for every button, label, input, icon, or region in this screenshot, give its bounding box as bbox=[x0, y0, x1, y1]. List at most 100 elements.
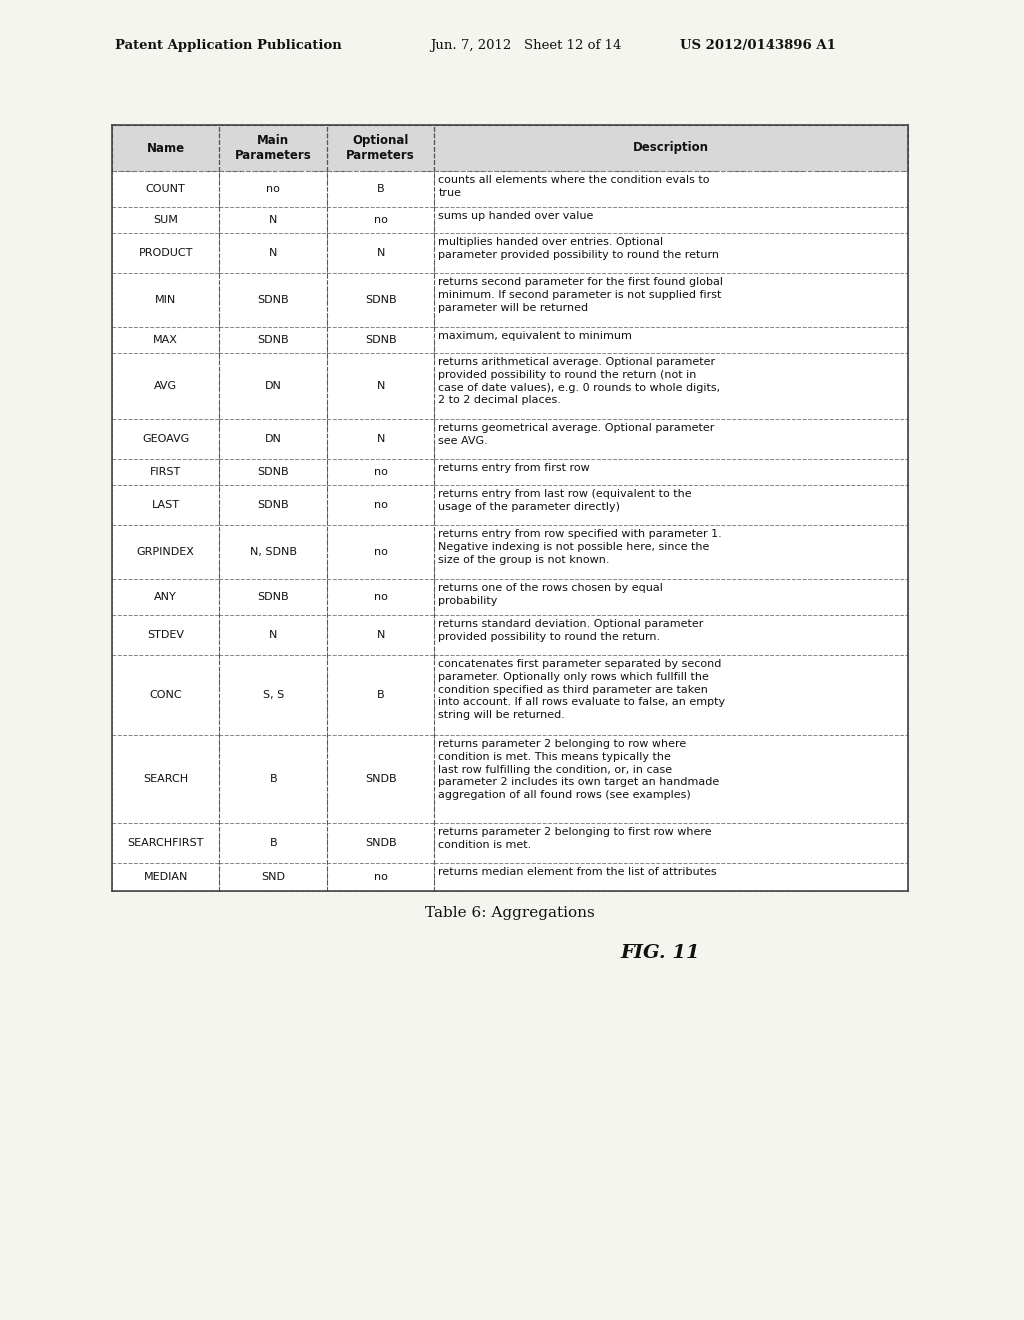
Bar bbox=[434, 172, 908, 207]
Bar bbox=[112, 735, 219, 822]
Text: maximum, equivalent to minimum: maximum, equivalent to minimum bbox=[438, 331, 632, 341]
Bar bbox=[112, 525, 219, 579]
Text: B: B bbox=[377, 690, 384, 700]
Text: no: no bbox=[374, 215, 388, 224]
Text: B: B bbox=[269, 774, 278, 784]
Text: S, S: S, S bbox=[262, 690, 284, 700]
Text: SDNB: SDNB bbox=[257, 467, 289, 477]
Bar bbox=[327, 273, 434, 327]
Text: no: no bbox=[374, 591, 388, 602]
Text: returns median element from the list of attributes: returns median element from the list of … bbox=[438, 867, 717, 876]
Bar bbox=[327, 125, 434, 172]
Bar bbox=[112, 459, 219, 484]
Text: SDNB: SDNB bbox=[257, 500, 289, 510]
Bar bbox=[219, 172, 327, 207]
Text: GRPINDEX: GRPINDEX bbox=[137, 546, 195, 557]
Text: COUNT: COUNT bbox=[145, 183, 185, 194]
Bar bbox=[219, 234, 327, 273]
Text: returns entry from first row: returns entry from first row bbox=[438, 463, 590, 473]
Bar bbox=[327, 655, 434, 735]
Text: no: no bbox=[374, 500, 388, 510]
Text: returns geometrical average. Optional parameter
see AVG.: returns geometrical average. Optional pa… bbox=[438, 422, 715, 446]
Bar bbox=[434, 327, 908, 352]
Text: N: N bbox=[377, 434, 385, 444]
Text: ANY: ANY bbox=[155, 591, 177, 602]
Bar bbox=[219, 579, 327, 615]
Text: SNDB: SNDB bbox=[365, 774, 396, 784]
Text: SUM: SUM bbox=[154, 215, 178, 224]
Text: N: N bbox=[377, 381, 385, 391]
Bar bbox=[112, 327, 219, 352]
Bar bbox=[112, 655, 219, 735]
Bar bbox=[327, 172, 434, 207]
Text: Optional
Parmeters: Optional Parmeters bbox=[346, 135, 415, 162]
Bar bbox=[327, 234, 434, 273]
Bar bbox=[434, 234, 908, 273]
Text: multiplies handed over entries. Optional
parameter provided possibility to round: multiplies handed over entries. Optional… bbox=[438, 238, 720, 260]
Bar bbox=[219, 327, 327, 352]
Bar bbox=[327, 579, 434, 615]
Text: counts all elements where the condition evals to
true: counts all elements where the condition … bbox=[438, 176, 710, 198]
Bar bbox=[219, 273, 327, 327]
Bar bbox=[327, 459, 434, 484]
Bar bbox=[434, 273, 908, 327]
Bar bbox=[112, 207, 219, 234]
Text: returns parameter 2 belonging to first row where
condition is met.: returns parameter 2 belonging to first r… bbox=[438, 828, 712, 850]
Text: SDNB: SDNB bbox=[257, 335, 289, 345]
Bar bbox=[219, 459, 327, 484]
Text: no: no bbox=[374, 546, 388, 557]
Bar bbox=[219, 352, 327, 418]
Text: SDNB: SDNB bbox=[257, 294, 289, 305]
Text: returns arithmetical average. Optional parameter
provided possibility to round t: returns arithmetical average. Optional p… bbox=[438, 356, 721, 405]
Bar bbox=[327, 484, 434, 525]
Bar bbox=[434, 484, 908, 525]
Text: returns second parameter for the first found global
minimum. If second parameter: returns second parameter for the first f… bbox=[438, 277, 723, 313]
Bar bbox=[434, 352, 908, 418]
Bar bbox=[327, 822, 434, 863]
Text: SNDB: SNDB bbox=[365, 838, 396, 847]
Bar bbox=[112, 615, 219, 655]
Text: no: no bbox=[266, 183, 281, 194]
Bar bbox=[434, 822, 908, 863]
Text: B: B bbox=[377, 183, 384, 194]
Text: no: no bbox=[374, 873, 388, 882]
Bar bbox=[219, 735, 327, 822]
Text: N, SDNB: N, SDNB bbox=[250, 546, 297, 557]
Bar bbox=[112, 484, 219, 525]
Text: FIG. 11: FIG. 11 bbox=[621, 944, 699, 962]
Text: LAST: LAST bbox=[152, 500, 180, 510]
Text: FIRST: FIRST bbox=[151, 467, 181, 477]
Text: sums up handed over value: sums up handed over value bbox=[438, 211, 594, 220]
Bar bbox=[112, 125, 219, 172]
Text: returns one of the rows chosen by equal
probability: returns one of the rows chosen by equal … bbox=[438, 583, 664, 606]
Bar bbox=[434, 125, 908, 172]
Bar bbox=[327, 352, 434, 418]
Bar bbox=[112, 172, 219, 207]
Text: MAX: MAX bbox=[154, 335, 178, 345]
Bar bbox=[112, 273, 219, 327]
Bar bbox=[434, 459, 908, 484]
Text: DN: DN bbox=[265, 434, 282, 444]
Bar bbox=[112, 234, 219, 273]
Bar bbox=[112, 822, 219, 863]
Text: SEARCHFIRST: SEARCHFIRST bbox=[128, 838, 204, 847]
Text: N: N bbox=[269, 630, 278, 640]
Bar bbox=[327, 615, 434, 655]
Bar bbox=[327, 207, 434, 234]
Bar bbox=[112, 579, 219, 615]
Text: SEARCH: SEARCH bbox=[143, 774, 188, 784]
Bar bbox=[112, 418, 219, 459]
Text: CONC: CONC bbox=[150, 690, 182, 700]
Bar bbox=[219, 207, 327, 234]
Bar bbox=[327, 525, 434, 579]
Text: MEDIAN: MEDIAN bbox=[143, 873, 188, 882]
Text: PRODUCT: PRODUCT bbox=[138, 248, 193, 257]
Text: DN: DN bbox=[265, 381, 282, 391]
Text: Description: Description bbox=[633, 141, 710, 154]
Bar bbox=[219, 484, 327, 525]
Text: Main
Parameters: Main Parameters bbox=[234, 135, 311, 162]
Text: Name: Name bbox=[146, 141, 184, 154]
Text: Jun. 7, 2012   Sheet 12 of 14: Jun. 7, 2012 Sheet 12 of 14 bbox=[430, 38, 622, 51]
Bar bbox=[434, 418, 908, 459]
Text: no: no bbox=[374, 467, 388, 477]
